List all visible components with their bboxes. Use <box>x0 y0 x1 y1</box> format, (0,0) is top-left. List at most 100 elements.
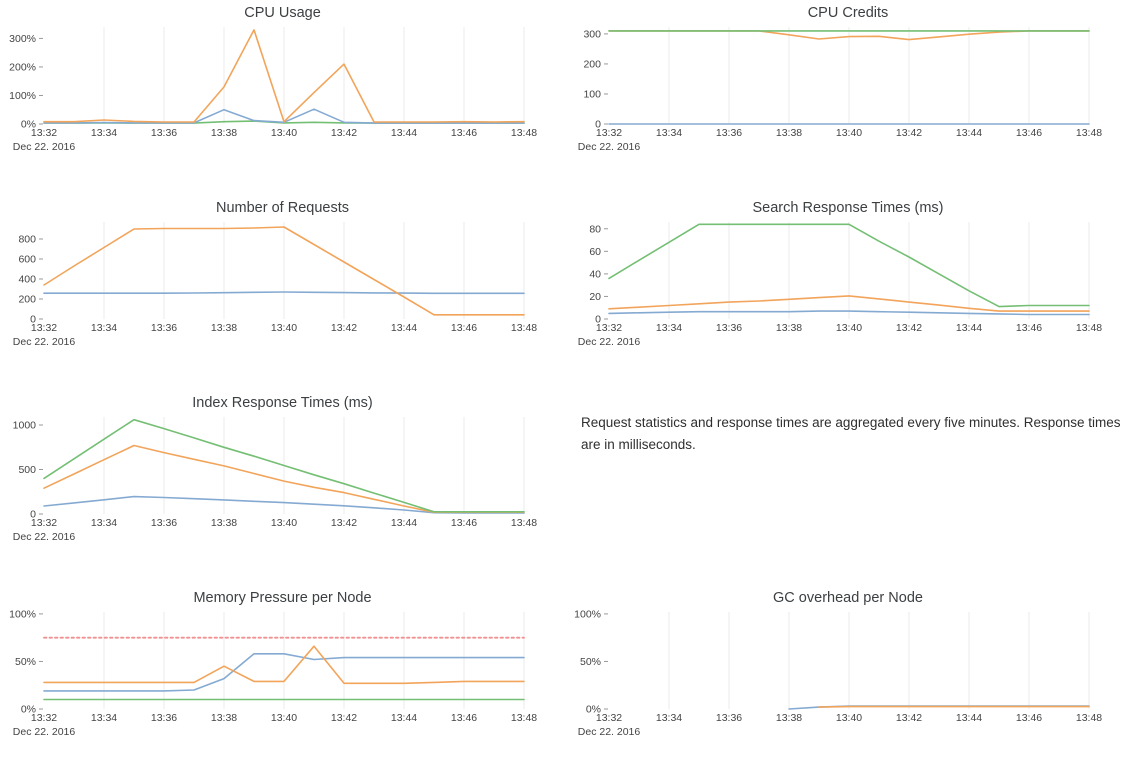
y-tick-label: 800 <box>18 234 36 246</box>
x-tick-label: 13:40 <box>836 712 862 724</box>
x-tick-label: 13:40 <box>271 517 297 529</box>
y-tick-label: 100% <box>9 90 36 102</box>
x-tick-label: 13:48 <box>1076 322 1102 334</box>
x-tick-label: 13:36 <box>151 712 177 724</box>
x-tick-label: 13:48 <box>511 517 537 529</box>
y-tick-label: 500 <box>18 464 36 476</box>
x-tick-label: 13:34 <box>91 322 117 334</box>
x-tick-label: 13:42 <box>896 127 922 139</box>
x-tick-label: 13:32 <box>596 322 622 334</box>
x-tick-label: 13:36 <box>151 127 177 139</box>
chart-title-cpu-usage: CPU Usage <box>244 5 321 21</box>
chart-cell-search-response-times: Search Response Times (ms) 13:32 13:34 13:… <box>565 195 1131 380</box>
x-tick-label: 13:32 <box>31 322 57 334</box>
y-tick-label: 600 <box>18 254 36 266</box>
y-tick-label: 200% <box>9 61 36 73</box>
y-tick-label: 1000 <box>13 420 37 432</box>
line-series-orange <box>43 645 525 685</box>
x-axis-date-label: Dec 22. 2016 <box>578 726 641 738</box>
y-tick-label: 300 <box>583 28 601 40</box>
x-tick-label: 13:36 <box>716 322 742 334</box>
x-tick-label: 13:44 <box>956 712 982 724</box>
chart-title-number-of-requests: Number of Requests <box>216 200 349 216</box>
x-tick-label: 13:38 <box>776 127 802 139</box>
x-tick-label: 13:32 <box>31 712 57 724</box>
y-tick-label: 80 <box>589 223 601 235</box>
x-tick-label: 13:38 <box>211 322 237 334</box>
x-tick-label: 13:34 <box>656 127 682 139</box>
cpu-usage-chart[interactable]: 13:32 13:34 13:36 13:38 13:40 13:42 13:44 13:46… <box>0 23 565 166</box>
x-tick-label: 13:38 <box>211 517 237 529</box>
y-tick-label: 400 <box>18 274 36 286</box>
chart-title-index-response-times: Index Response Times (ms) <box>192 395 373 411</box>
x-tick-label: 13:34 <box>91 517 117 529</box>
x-axis-date-label: Dec 22. 2016 <box>13 726 76 738</box>
line-series-orange <box>608 295 1090 312</box>
y-tick-label: 40 <box>589 268 601 280</box>
y-tick-label: 50% <box>15 656 36 668</box>
x-tick-label: 13:34 <box>656 322 682 334</box>
x-tick-label: 13:36 <box>151 517 177 529</box>
line-series-orange <box>43 226 525 316</box>
number-of-requests-chart[interactable]: 13:32 13:34 13:36 13:38 13:40 13:42 13:44 13:46… <box>0 218 565 361</box>
y-tick-label: 200 <box>18 294 36 306</box>
x-tick-label: 13:40 <box>271 322 297 334</box>
x-axis-date-label: Dec 22. 2016 <box>578 336 641 348</box>
x-axis-date-label: Dec 22. 2016 <box>578 141 641 153</box>
y-tick-label: 0 <box>30 314 36 326</box>
y-tick-label: 50% <box>580 656 601 668</box>
x-tick-label: 13:40 <box>271 127 297 139</box>
x-tick-label: 13:32 <box>596 712 622 724</box>
x-tick-label: 13:38 <box>776 322 802 334</box>
chart-cell-index-response-times: Index Response Times (ms) 13:32 13:34 13:3… <box>0 390 565 575</box>
y-tick-label: 100% <box>574 608 601 620</box>
y-tick-label: 0 <box>30 509 36 521</box>
x-tick-label: 13:40 <box>271 712 297 724</box>
x-tick-label: 13:40 <box>836 127 862 139</box>
search-response-times-chart[interactable]: 13:32 13:34 13:36 13:38 13:40 13:42 13:44 13:46… <box>565 218 1130 361</box>
x-tick-label: 13:44 <box>391 712 417 724</box>
y-tick-label: 0% <box>21 119 36 131</box>
x-tick-label: 13:44 <box>391 127 417 139</box>
x-tick-label: 13:42 <box>896 712 922 724</box>
aggregation-note-text: Request statistics and response times ar… <box>581 415 1121 452</box>
line-series-orange <box>818 705 1090 708</box>
x-tick-label: 13:42 <box>331 127 357 139</box>
x-tick-label: 13:46 <box>1016 322 1042 334</box>
x-tick-label: 13:48 <box>511 712 537 724</box>
x-tick-label: 13:44 <box>391 517 417 529</box>
x-tick-label: 13:38 <box>776 712 802 724</box>
x-tick-label: 13:36 <box>151 322 177 334</box>
y-tick-label: 100% <box>9 608 36 620</box>
y-tick-label: 0 <box>595 119 601 131</box>
x-tick-label: 13:34 <box>91 127 117 139</box>
x-tick-label: 13:48 <box>1076 127 1102 139</box>
y-tick-label: 0% <box>586 704 601 716</box>
line-series-blue <box>43 291 525 295</box>
x-tick-label: 13:38 <box>211 127 237 139</box>
line-series-blue <box>608 310 1090 316</box>
x-tick-label: 13:36 <box>716 127 742 139</box>
y-tick-label: 20 <box>589 291 601 303</box>
x-tick-label: 13:42 <box>331 712 357 724</box>
y-tick-label: 200 <box>583 58 601 70</box>
y-tick-label: 60 <box>589 246 601 258</box>
cpu-credits-chart[interactable]: 13:32 13:34 13:36 13:38 13:40 13:42 13:44 13:46… <box>565 23 1130 166</box>
y-tick-label: 100 <box>583 88 601 100</box>
x-tick-label: 13:38 <box>211 712 237 724</box>
x-tick-label: 13:46 <box>1016 127 1042 139</box>
chart-cell-cpu-usage: CPU Usage 13:32 13:34 13:36 13:38 13:40 13:42… <box>0 0 565 185</box>
line-series-orange <box>43 29 525 123</box>
x-tick-label: 13:42 <box>331 517 357 529</box>
memory-pressure-chart[interactable]: 13:32 13:34 13:36 13:38 13:40 13:42 13:44 13:46… <box>0 608 565 751</box>
index-response-times-chart[interactable]: 13:32 13:34 13:36 13:38 13:40 13:42 13:44 13:46… <box>0 413 565 556</box>
gc-overhead-chart[interactable]: 13:32 13:34 13:36 13:38 13:40 13:42 13:44 13:46… <box>565 608 1130 751</box>
x-axis-date-label: Dec 22. 2016 <box>13 336 76 348</box>
chart-title-gc-overhead: GC overhead per Node <box>773 590 923 606</box>
x-tick-label: 13:44 <box>956 322 982 334</box>
line-series-green <box>43 418 525 513</box>
x-tick-label: 13:44 <box>956 127 982 139</box>
chart-cell-memory-pressure: Memory Pressure per Node 13:32 13:34 13:36… <box>0 585 565 770</box>
line-series-blue <box>43 653 525 692</box>
